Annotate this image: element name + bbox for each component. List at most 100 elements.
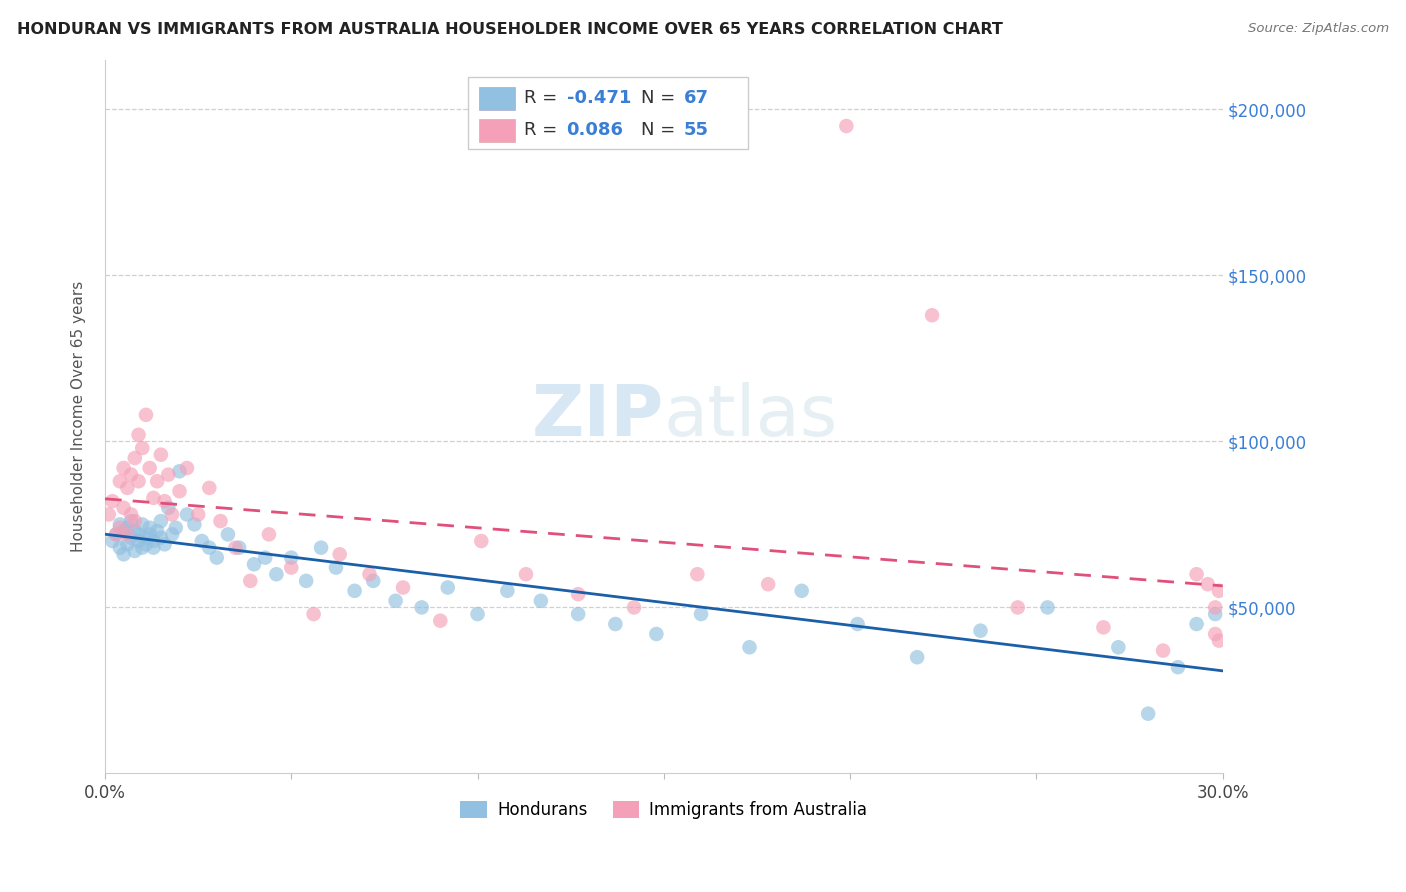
Point — [686, 567, 709, 582]
FancyBboxPatch shape — [479, 87, 515, 110]
Point — [228, 541, 250, 555]
Point — [343, 583, 366, 598]
Point — [117, 537, 139, 551]
Point — [108, 517, 131, 532]
Point — [131, 441, 153, 455]
Point — [169, 464, 191, 478]
Point — [108, 521, 131, 535]
Point — [176, 461, 198, 475]
Point — [101, 494, 124, 508]
Point — [135, 531, 157, 545]
Point — [411, 600, 433, 615]
Point — [846, 617, 869, 632]
Point — [1185, 617, 1208, 632]
Legend: Hondurans, Immigrants from Australia: Hondurans, Immigrants from Australia — [454, 794, 875, 826]
Point — [530, 594, 553, 608]
Point — [1167, 660, 1189, 674]
Point — [149, 514, 172, 528]
Point — [97, 508, 120, 522]
Text: 55: 55 — [683, 121, 709, 139]
Text: 67: 67 — [683, 89, 709, 107]
Point — [1204, 600, 1226, 615]
Point — [1036, 600, 1059, 615]
Point — [254, 550, 277, 565]
Point — [392, 581, 415, 595]
Point — [131, 517, 153, 532]
Point — [120, 531, 142, 545]
Point — [969, 624, 991, 638]
Point — [120, 467, 142, 482]
Point — [117, 481, 139, 495]
Point — [124, 450, 146, 465]
Point — [183, 517, 205, 532]
Point — [146, 524, 169, 538]
Point — [176, 508, 198, 522]
Point — [153, 494, 176, 508]
Point — [359, 567, 381, 582]
Point — [153, 537, 176, 551]
Point — [149, 531, 172, 545]
Point — [160, 527, 183, 541]
Point — [169, 484, 191, 499]
Point — [790, 583, 813, 598]
Point — [645, 627, 668, 641]
Text: R =: R = — [524, 89, 564, 107]
Point — [142, 491, 165, 505]
Point — [146, 475, 169, 489]
Point — [124, 514, 146, 528]
Point — [470, 534, 492, 549]
Point — [280, 550, 302, 565]
Point — [117, 521, 139, 535]
Point — [690, 607, 713, 621]
Point — [131, 541, 153, 555]
Point — [515, 567, 537, 582]
Point — [224, 541, 246, 555]
Point — [295, 574, 318, 588]
Point — [1152, 643, 1174, 657]
Point — [138, 461, 160, 475]
Point — [165, 521, 187, 535]
Point — [605, 617, 627, 632]
Point — [157, 500, 180, 515]
Point — [1007, 600, 1029, 615]
Point — [1107, 640, 1129, 655]
Point — [243, 558, 266, 572]
Point — [149, 448, 172, 462]
Point — [160, 508, 183, 522]
Point — [835, 119, 858, 133]
Point — [429, 614, 451, 628]
Point — [112, 524, 135, 538]
Point — [623, 600, 645, 615]
Text: N =: N = — [641, 89, 682, 107]
Point — [205, 550, 228, 565]
Point — [756, 577, 779, 591]
Point — [112, 500, 135, 515]
Point — [108, 541, 131, 555]
Point — [1204, 627, 1226, 641]
Point — [302, 607, 325, 621]
Point — [567, 607, 589, 621]
Point — [128, 527, 150, 541]
Point — [120, 514, 142, 528]
Point — [384, 594, 406, 608]
Point — [1208, 583, 1230, 598]
Point — [217, 527, 239, 541]
Point — [124, 544, 146, 558]
Point — [436, 581, 458, 595]
Point — [567, 587, 589, 601]
Point — [921, 308, 943, 322]
Point — [280, 560, 302, 574]
Point — [138, 527, 160, 541]
Point — [198, 481, 221, 495]
Point — [198, 541, 221, 555]
Y-axis label: Householder Income Over 65 years: Householder Income Over 65 years — [72, 281, 86, 552]
FancyBboxPatch shape — [468, 78, 748, 149]
Point — [128, 534, 150, 549]
Point — [209, 514, 232, 528]
Point — [105, 527, 128, 541]
Text: ZIP: ZIP — [531, 382, 664, 451]
Point — [905, 650, 928, 665]
Point — [142, 534, 165, 549]
Point — [1092, 620, 1115, 634]
Point — [112, 461, 135, 475]
